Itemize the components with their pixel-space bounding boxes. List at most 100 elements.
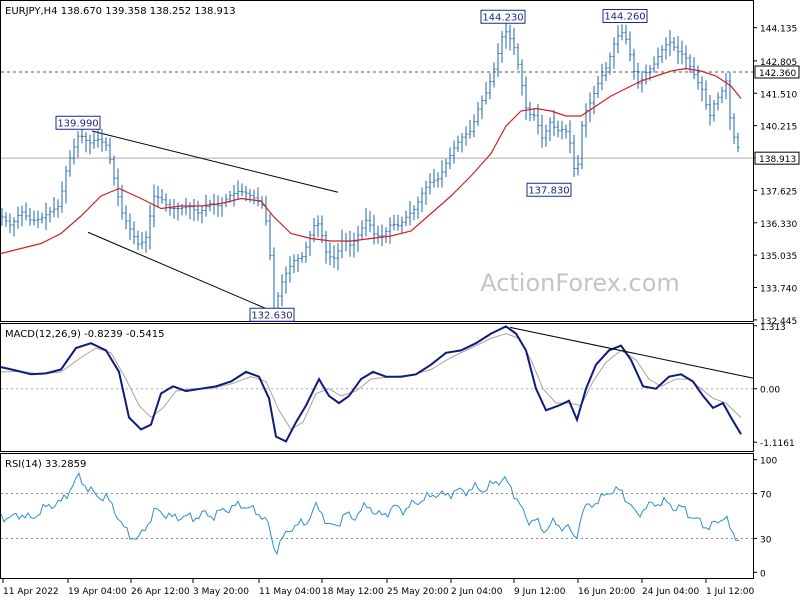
price-bar <box>548 117 552 141</box>
price-bar <box>660 45 664 63</box>
price-bar <box>232 185 236 207</box>
price-bar <box>16 206 20 229</box>
x-tick-label: 24 Jun 04:00 <box>642 587 699 597</box>
price-bar <box>396 214 400 231</box>
price-bar <box>720 86 724 104</box>
price-bar <box>444 158 448 178</box>
price-bar <box>492 62 496 88</box>
price-bar <box>364 208 368 237</box>
x-tick-label: 26 Apr 12:00 <box>131 587 190 597</box>
price-bar <box>392 214 396 231</box>
price-bar <box>676 36 680 65</box>
price-bar <box>672 37 676 51</box>
price-bar <box>288 256 292 283</box>
price-bar <box>268 213 272 261</box>
price-bar <box>128 213 132 241</box>
axis-layer: 144.135 142.805 141.510 140.215 137.625 136.3… <box>2 25 800 597</box>
price-bar <box>184 197 188 216</box>
price-bar <box>520 59 524 96</box>
x-tick-label: 2 Jun 04:00 <box>451 587 503 597</box>
price-bar <box>120 184 124 220</box>
price-bar <box>116 168 120 207</box>
price-bar <box>656 47 660 69</box>
price-bar <box>384 227 388 243</box>
price-bar <box>332 245 336 268</box>
macd-layer <box>0 325 754 443</box>
price-bar <box>568 120 572 154</box>
price-bar <box>696 65 700 90</box>
price-bar <box>736 132 740 153</box>
price-bar <box>480 95 484 120</box>
price-bar <box>464 126 468 146</box>
price-bar <box>40 212 44 224</box>
price-bar <box>708 95 712 126</box>
price-bar <box>224 193 228 208</box>
price-bar <box>108 137 112 165</box>
price-bar <box>432 169 436 188</box>
price-bar <box>452 140 456 164</box>
price-bar <box>312 218 316 243</box>
price-bar <box>252 189 256 205</box>
price-bar <box>532 107 536 121</box>
price-bar <box>688 54 692 73</box>
price-bar <box>340 229 344 259</box>
price-bar <box>96 130 100 148</box>
price-bar <box>424 180 428 205</box>
price-bar <box>664 37 668 60</box>
macd-tick-label: 1.313 <box>760 323 786 333</box>
price-bar <box>360 220 364 240</box>
price-bar <box>700 76 704 102</box>
price-bar <box>440 160 444 188</box>
price-bar <box>48 206 52 223</box>
price-bar <box>196 200 200 221</box>
price-bar <box>556 120 560 138</box>
x-tick-label: 19 Apr 04:00 <box>68 587 127 597</box>
price-bar <box>564 124 568 139</box>
price-bar <box>152 184 156 228</box>
price-bar <box>176 202 180 221</box>
reference-level-box <box>754 65 800 79</box>
price-title: EURJPY,H4 138.670 139.358 138.252 138.91… <box>5 6 236 17</box>
price-bar <box>4 212 8 227</box>
price-bar <box>404 210 408 227</box>
price-bar <box>264 195 268 226</box>
price-bar <box>256 187 260 207</box>
rsi-tick-label: 0 <box>760 569 766 579</box>
price-bar <box>496 43 500 78</box>
annotation-label: 137.830 <box>528 185 569 196</box>
price-bar <box>296 254 300 272</box>
price-bar <box>488 73 492 100</box>
price-bar <box>584 103 588 138</box>
price-bar <box>580 121 584 170</box>
channel-lower-line <box>87 231 293 321</box>
price-bar <box>728 72 732 130</box>
price-bar <box>412 205 416 221</box>
price-bar <box>516 43 520 70</box>
annotation-label: 144.260 <box>604 12 645 23</box>
x-tick-label: 1 Jul 12:00 <box>706 587 755 597</box>
annotation-box <box>249 307 295 322</box>
rsi-tick-label: 70 <box>760 490 772 500</box>
price-bar <box>88 134 92 155</box>
price-bar <box>704 80 708 110</box>
price-bar <box>52 197 56 218</box>
rsi-layer <box>0 472 753 556</box>
price-bar <box>188 202 192 220</box>
price-bar <box>484 81 488 105</box>
price-bar <box>356 225 360 253</box>
price-tick-label: 144.135 <box>760 25 797 35</box>
price-bar <box>304 241 308 263</box>
price-bar <box>692 57 696 80</box>
price-bar <box>92 132 96 149</box>
price-bar <box>380 224 384 247</box>
price-bar <box>12 217 16 237</box>
price-tick-label: 136.330 <box>760 220 797 230</box>
annotation-label: 139.990 <box>57 118 98 129</box>
rsi-tick-label: 100 <box>760 457 777 467</box>
price-bar <box>192 199 196 222</box>
x-tick-label: 3 May 20:00 <box>193 587 249 597</box>
price-bar <box>68 150 72 177</box>
price-bar <box>476 102 480 126</box>
price-bar <box>524 76 528 121</box>
annotation-box <box>526 182 572 197</box>
